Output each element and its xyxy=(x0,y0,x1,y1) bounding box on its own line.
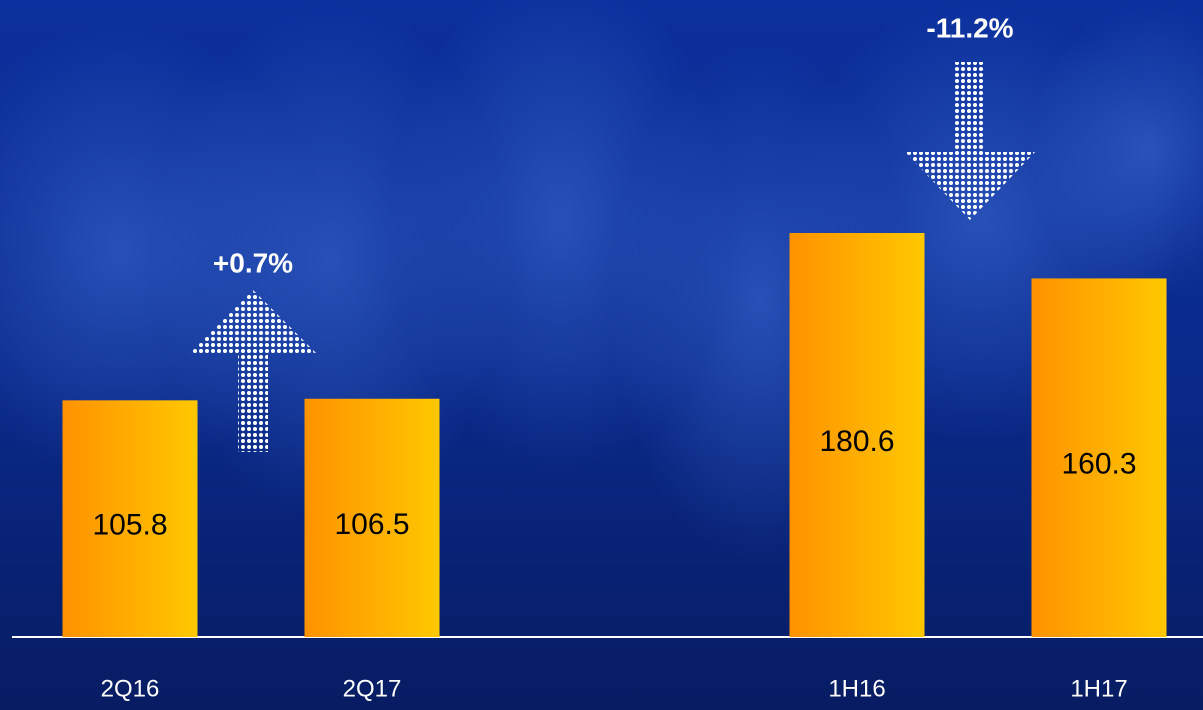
x-tick-label: 1H16 xyxy=(828,675,885,702)
x-tick-label: 2Q17 xyxy=(343,675,402,702)
x-tick-label: 2Q16 xyxy=(101,675,160,702)
value-label: 160.3 xyxy=(1061,448,1136,481)
annotation: +0.7% xyxy=(213,247,293,278)
x-tick-label: 1H17 xyxy=(1070,675,1127,702)
bar xyxy=(304,398,440,637)
bar xyxy=(62,400,198,637)
up-arrow xyxy=(188,290,318,452)
annotation: -11.2% xyxy=(926,12,1013,43)
value-label: 106.5 xyxy=(334,508,409,541)
value-label: 105.8 xyxy=(92,509,167,542)
bar xyxy=(789,232,925,637)
down-arrow xyxy=(905,62,1035,220)
value-label: 180.6 xyxy=(819,425,894,458)
bar xyxy=(1031,278,1167,637)
